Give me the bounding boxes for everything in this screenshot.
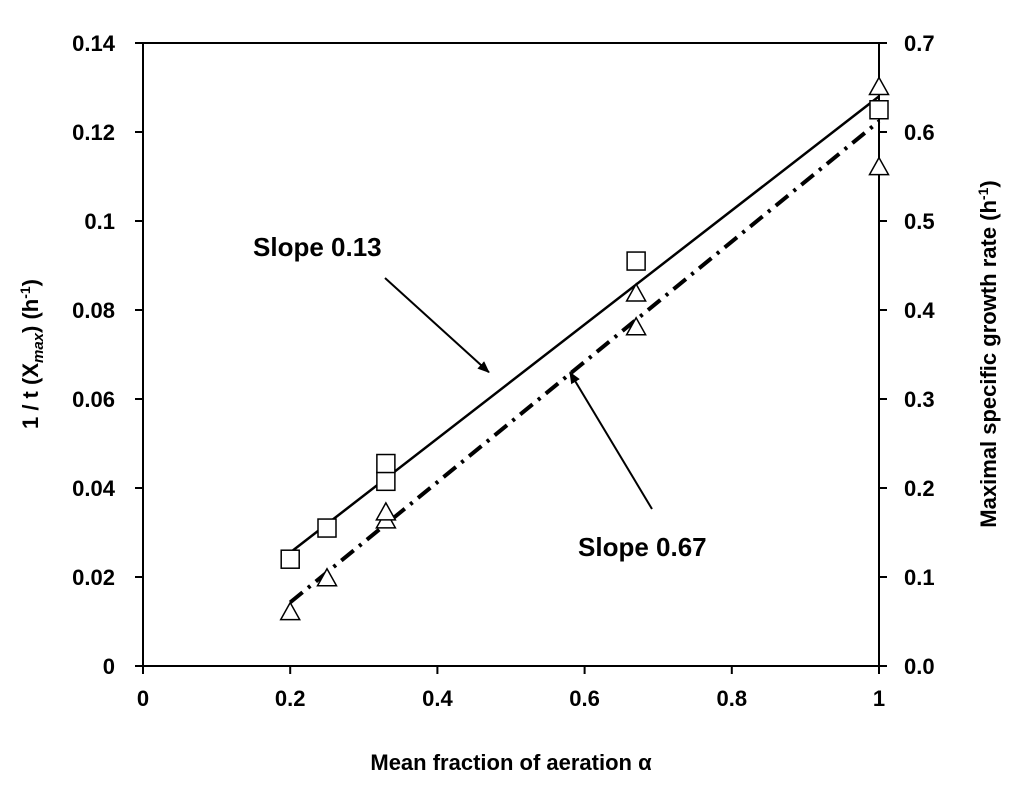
right-y-tick-label: 0.1	[904, 565, 935, 590]
left-y-tick-label: 0.12	[72, 120, 115, 145]
data-point-square	[317, 518, 337, 538]
x-tick-label: 0.4	[422, 686, 453, 711]
data-point-triangle	[375, 501, 397, 521]
data-point-square	[376, 471, 396, 492]
data-point-square	[376, 453, 396, 474]
data-point-triangle	[316, 567, 338, 587]
left-y-axis-ticks: 0 0.02 0.04 0.06 0.08 0.1 0.12 0.14	[72, 31, 143, 679]
x-axis-ticks: 0 0.2 0.4 0.6 0.8 1	[137, 666, 885, 711]
annotation-slope-013: Slope 0.13	[253, 232, 382, 262]
data-point-square	[280, 549, 300, 569]
right-y-axis-title: Maximal specific growth rate (h-1)	[975, 180, 1001, 527]
left-y-tick-label: 0.04	[72, 476, 116, 501]
x-tick-label: 0.8	[717, 686, 748, 711]
annotation-arrow-067	[569, 371, 653, 510]
x-tick-label: 0.2	[275, 686, 306, 711]
data-point-triangle	[868, 156, 890, 176]
annotation-arrow-013	[384, 277, 490, 374]
plot-area	[142, 42, 880, 667]
data-points	[279, 75, 890, 621]
right-y-tick-label: 0.0	[904, 654, 935, 679]
left-y-tick-label: 0	[103, 654, 115, 679]
data-point-square	[626, 251, 646, 271]
data-point-triangle	[625, 282, 647, 302]
fit-line-dash-dot	[288, 119, 881, 604]
right-y-tick-label: 0.6	[904, 120, 935, 145]
data-point-triangle	[279, 601, 301, 621]
x-tick-label: 1	[873, 686, 885, 711]
data-point-square	[869, 100, 889, 120]
x-tick-label: 0	[137, 686, 149, 711]
left-y-tick-label: 0.06	[72, 387, 115, 412]
data-point-triangle	[868, 75, 890, 96]
right-y-tick-label: 0.5	[904, 209, 935, 234]
left-y-tick-label: 0.02	[72, 565, 115, 590]
left-y-axis-title: 1 / t (Xmax) (h-1)	[17, 279, 47, 429]
right-y-axis-ticks: 0.0 0.1 0.2 0.3 0.4 0.5 0.6 0.7	[879, 31, 935, 679]
right-y-tick-label: 0.3	[904, 387, 935, 412]
right-y-tick-label: 0.4	[904, 298, 935, 323]
right-y-tick-label: 0.2	[904, 476, 935, 501]
annotation-slope-067: Slope 0.67	[578, 532, 707, 562]
x-tick-label: 0.6	[569, 686, 600, 711]
left-y-tick-label: 0.08	[72, 298, 115, 323]
left-y-tick-label: 0.1	[84, 209, 115, 234]
data-point-triangle	[625, 316, 647, 336]
x-axis-title: Mean fraction of aeration α	[370, 750, 652, 775]
left-y-tick-label: 0.14	[72, 31, 116, 56]
right-y-tick-label: 0.7	[904, 31, 935, 56]
